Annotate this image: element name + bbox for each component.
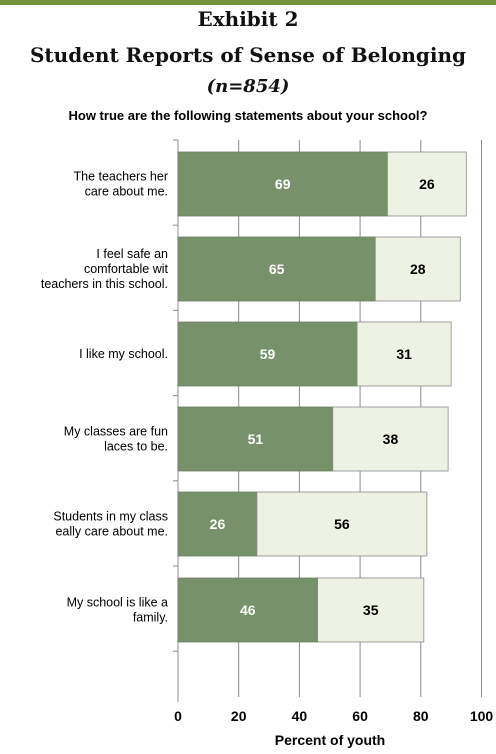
bar-somewhat-true (374, 236, 461, 302)
data-label-somewhat-true: 28 (410, 261, 426, 277)
top-accent-bar (0, 0, 496, 5)
category-label: teachers in this school. (41, 277, 168, 291)
bar-somewhat-true (256, 491, 428, 557)
bar-somewhat-true (356, 321, 452, 387)
bar-very-true (177, 406, 334, 472)
data-label-somewhat-true: 56 (334, 516, 350, 532)
bar-very-true (177, 236, 376, 302)
category-label: My classes are fun (64, 425, 168, 439)
bar-somewhat-true (332, 406, 449, 472)
category-label: laces to be. (104, 440, 168, 454)
exhibit-title: Exhibit 2 (197, 7, 299, 31)
bar-somewhat-true (387, 151, 467, 217)
data-label-very-true: 59 (260, 346, 276, 362)
data-label-somewhat-true: 35 (363, 602, 379, 618)
category-label: comfortable wit (84, 262, 169, 276)
chart-subtitle: Student Reports of Sense of Belonging (29, 43, 467, 67)
category-label: care about me. (85, 185, 168, 199)
bar-somewhat-true (317, 577, 425, 643)
x-tick-label: 40 (292, 708, 308, 724)
data-label-very-true: 46 (240, 602, 256, 618)
category-label: I feel safe an (96, 247, 168, 261)
bar-very-true (177, 321, 358, 387)
x-tick-label: 100 (470, 708, 494, 724)
x-tick-label: 20 (231, 708, 247, 724)
survey-question: How true are the following statements ab… (68, 108, 428, 123)
category-label: eally care about me. (55, 525, 168, 539)
data-label-somewhat-true: 38 (383, 431, 399, 447)
data-label-somewhat-true: 26 (419, 176, 435, 192)
category-label: family. (133, 611, 168, 625)
data-label-very-true: 26 (210, 516, 226, 532)
data-label-very-true: 65 (269, 261, 285, 277)
category-label: The teachers her (74, 170, 169, 184)
x-tick-label: 0 (174, 708, 182, 724)
bar-very-true (177, 577, 319, 643)
x-axis-label: Percent of youth (275, 732, 385, 748)
data-label-very-true: 69 (275, 176, 291, 192)
category-label: I like my school. (79, 347, 168, 361)
bar-very-true (177, 151, 388, 217)
category-label: My school is like a (67, 596, 168, 610)
bar-very-true (177, 491, 258, 557)
data-label-somewhat-true: 31 (396, 346, 412, 362)
x-tick-label: 80 (413, 708, 429, 724)
data-label-very-true: 51 (248, 431, 264, 447)
sample-size-label: (n=854) (206, 76, 290, 97)
x-tick-label: 60 (352, 708, 368, 724)
category-label: Students in my class (53, 510, 168, 524)
